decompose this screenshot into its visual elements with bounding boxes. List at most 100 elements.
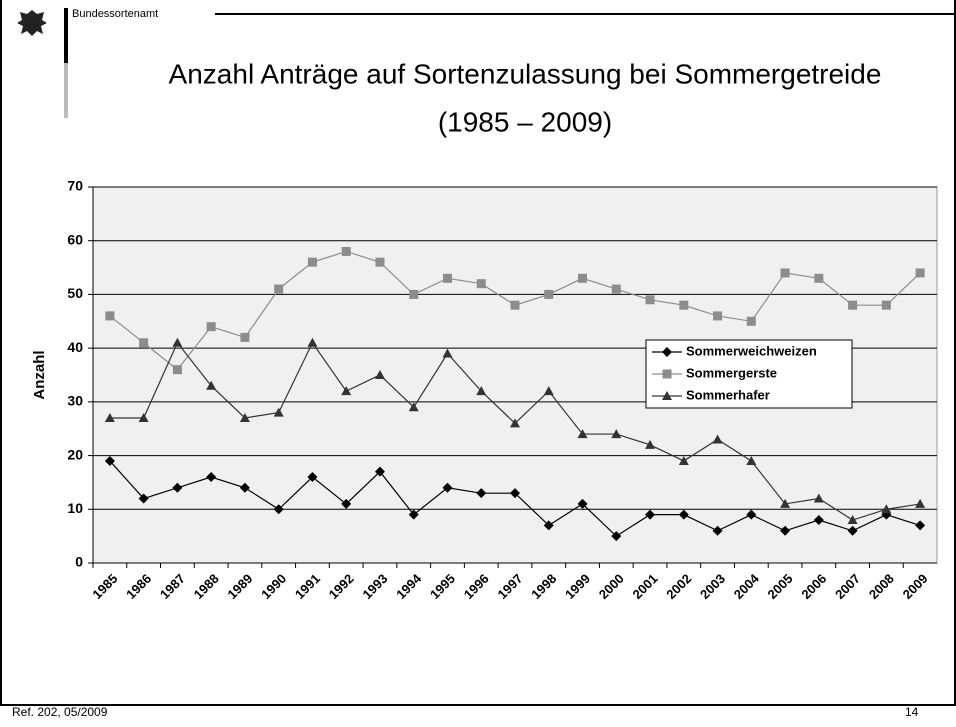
y-tick-label: 70 — [67, 178, 83, 194]
y-tick-label: 40 — [67, 339, 83, 355]
x-tick-label: 1999 — [562, 571, 593, 602]
x-tick-label: 2001 — [630, 571, 661, 602]
logo — [17, 10, 47, 36]
data-point — [645, 439, 656, 449]
data-point — [814, 273, 824, 283]
x-tick-label: 1989 — [224, 571, 255, 602]
data-point — [678, 455, 689, 465]
x-tick-label: 1996 — [461, 571, 492, 602]
data-point — [273, 504, 284, 515]
y-tick-label: 50 — [67, 285, 83, 301]
legend-marker — [662, 391, 672, 400]
data-point — [611, 284, 621, 294]
data-point — [645, 509, 656, 520]
data-point — [408, 509, 419, 520]
data-point — [239, 482, 250, 493]
y-tick-label: 20 — [67, 446, 83, 462]
data-point — [712, 525, 723, 536]
data-point — [915, 520, 926, 531]
data-point — [341, 246, 351, 256]
data-point — [780, 498, 791, 508]
data-point — [375, 257, 385, 267]
x-tick-label: 2005 — [765, 571, 796, 602]
data-point — [510, 418, 520, 428]
data-point — [104, 412, 115, 422]
header-bar-light — [64, 63, 68, 118]
data-point — [206, 322, 216, 332]
y-tick-label: 30 — [67, 393, 83, 409]
data-point — [476, 488, 487, 499]
data-point — [239, 412, 250, 422]
data-point — [746, 509, 757, 520]
y-tick-label: 0 — [75, 554, 83, 570]
x-tick-label: 2000 — [596, 571, 627, 602]
chart-title: Anzahl Anträge auf Sortenzulassung bei S… — [169, 58, 882, 89]
data-point — [915, 268, 925, 278]
footer-reference: Ref. 202, 05/2009 — [12, 705, 108, 719]
data-point — [813, 515, 824, 526]
data-point — [138, 493, 149, 504]
data-point — [274, 284, 284, 294]
data-point — [611, 531, 622, 542]
data-point — [409, 289, 419, 299]
x-tick-label: 2004 — [731, 570, 763, 602]
x-tick-label: 1994 — [393, 570, 425, 602]
data-point — [408, 402, 419, 412]
data-point — [510, 488, 520, 499]
data-point — [577, 498, 588, 509]
data-point — [847, 525, 858, 536]
data-point — [104, 455, 115, 466]
data-point — [374, 370, 385, 379]
data-point — [543, 386, 554, 396]
data-point — [138, 412, 149, 422]
x-tick-label: 2009 — [900, 571, 931, 602]
x-tick-label: 1987 — [157, 571, 188, 602]
x-tick-label: 1985 — [89, 571, 120, 602]
data-point — [172, 482, 183, 493]
x-tick-label: 1997 — [494, 571, 525, 602]
data-point — [713, 311, 723, 321]
x-tick-label: 1991 — [292, 571, 323, 602]
legend-marker — [662, 347, 672, 357]
y-tick-label: 10 — [67, 500, 83, 516]
data-point — [780, 268, 790, 278]
data-point — [442, 273, 452, 283]
x-tick-label: 2003 — [697, 571, 728, 602]
data-point — [881, 504, 892, 514]
data-point — [139, 338, 149, 348]
data-point — [307, 257, 317, 267]
x-tick-label: 1995 — [427, 571, 458, 602]
x-tick-label: 2002 — [663, 571, 694, 602]
x-tick-label: 1988 — [191, 571, 222, 602]
x-tick-label: 2006 — [798, 571, 829, 602]
data-point — [577, 429, 588, 439]
data-point — [476, 279, 486, 289]
data-point — [712, 434, 723, 444]
data-point — [848, 300, 858, 310]
data-point — [746, 455, 757, 465]
legend-label: Sommergerste — [686, 365, 777, 380]
y-tick-label: 60 — [67, 231, 83, 247]
page-number: 14 — [905, 705, 919, 719]
data-point — [544, 289, 554, 299]
data-point — [341, 386, 352, 396]
data-point — [578, 273, 588, 283]
data-point — [172, 365, 182, 375]
header-bar-dark — [64, 8, 68, 63]
data-point — [206, 380, 217, 390]
data-point — [240, 332, 250, 342]
data-point — [915, 498, 926, 508]
x-tick-label: 1986 — [123, 571, 154, 602]
legend-label: Sommerhafer — [686, 387, 770, 402]
legend-label: Sommerweichweizen — [686, 343, 817, 358]
x-tick-label: 2007 — [832, 571, 863, 602]
data-point — [510, 300, 520, 310]
data-point — [476, 386, 487, 396]
data-point — [678, 509, 689, 520]
data-point — [273, 407, 284, 417]
x-tick-label: 1990 — [258, 571, 289, 602]
data-point — [442, 348, 453, 358]
data-point — [543, 520, 554, 531]
